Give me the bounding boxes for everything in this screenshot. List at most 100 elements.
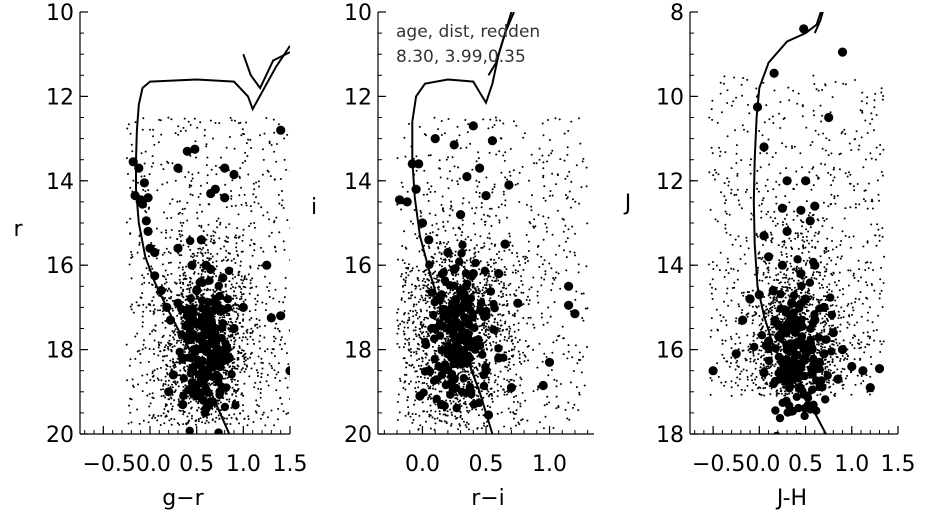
field-star	[510, 335, 513, 338]
field-star	[458, 177, 461, 180]
field-star	[282, 301, 285, 304]
field-star	[173, 281, 176, 284]
field-star	[189, 248, 192, 251]
field-star	[242, 313, 245, 316]
field-star	[426, 193, 429, 196]
field-star	[582, 292, 585, 295]
field-star	[433, 253, 436, 256]
field-star	[153, 311, 156, 314]
field-star	[130, 308, 133, 311]
field-star	[475, 179, 478, 182]
member-star	[414, 159, 424, 169]
field-star	[280, 336, 283, 339]
field-star	[501, 286, 504, 289]
field-star	[173, 361, 176, 364]
field-star	[450, 200, 452, 203]
field-star	[487, 376, 490, 379]
field-star	[152, 296, 155, 299]
field-star	[249, 352, 252, 355]
field-star	[233, 413, 236, 416]
field-star	[407, 297, 410, 300]
field-star	[188, 397, 191, 400]
field-star	[436, 310, 439, 313]
member-star	[429, 310, 438, 320]
field-star	[561, 217, 564, 220]
member-star	[430, 354, 439, 364]
field-star	[175, 361, 178, 364]
field-star	[527, 303, 530, 306]
field-star	[567, 350, 570, 353]
field-star	[523, 354, 526, 357]
field-star	[414, 333, 417, 336]
field-star	[217, 402, 220, 405]
field-star	[148, 281, 151, 284]
field-star	[230, 195, 233, 198]
field-star	[503, 351, 506, 354]
field-star	[551, 351, 554, 354]
field-star	[172, 381, 175, 383]
field-star	[511, 244, 514, 247]
field-star	[125, 343, 128, 346]
field-star	[409, 380, 412, 383]
field-star	[231, 365, 234, 368]
field-star	[255, 369, 258, 372]
field-star	[442, 207, 445, 210]
field-star	[207, 421, 210, 424]
field-star	[554, 253, 557, 256]
field-star	[180, 341, 182, 344]
field-star	[149, 310, 152, 312]
field-star	[532, 390, 535, 393]
field-star	[496, 395, 499, 398]
field-star	[487, 263, 490, 266]
field-star	[505, 268, 508, 271]
field-star	[174, 365, 177, 368]
field-star	[524, 399, 527, 402]
field-star	[214, 164, 217, 167]
field-star	[526, 322, 529, 325]
field-star	[151, 372, 154, 375]
member-star	[506, 383, 516, 393]
field-star	[266, 286, 269, 288]
field-star	[524, 355, 527, 358]
field-star	[160, 133, 163, 136]
field-star	[538, 147, 541, 150]
field-star	[219, 331, 222, 334]
field-star	[225, 290, 228, 293]
member-star	[487, 136, 497, 146]
field-star	[400, 181, 403, 184]
member-star	[457, 320, 466, 329]
field-star	[537, 386, 540, 389]
field-star	[152, 135, 155, 138]
member-star	[465, 305, 475, 314]
field-star	[467, 236, 470, 238]
field-star	[483, 341, 486, 344]
field-star	[504, 176, 507, 179]
field-star	[217, 399, 220, 402]
field-star	[515, 289, 518, 292]
field-star	[457, 227, 460, 229]
field-star	[278, 202, 281, 205]
field-star	[255, 317, 258, 320]
field-star	[464, 400, 467, 403]
field-star	[406, 362, 409, 365]
field-star	[147, 273, 149, 275]
field-star	[242, 293, 245, 295]
field-star	[482, 286, 485, 289]
field-star	[498, 330, 501, 333]
field-star	[575, 386, 578, 389]
field-star	[469, 259, 472, 261]
field-star	[177, 125, 180, 128]
field-star	[567, 401, 570, 404]
field-star	[727, 272, 730, 275]
field-star	[436, 417, 439, 420]
field-star	[246, 331, 249, 334]
field-star	[141, 374, 144, 377]
field-star	[513, 315, 516, 318]
field-star	[431, 231, 434, 234]
field-star	[225, 206, 228, 209]
field-star	[406, 339, 409, 341]
field-star	[485, 284, 488, 287]
field-star	[153, 339, 156, 342]
member-star	[430, 376, 439, 385]
